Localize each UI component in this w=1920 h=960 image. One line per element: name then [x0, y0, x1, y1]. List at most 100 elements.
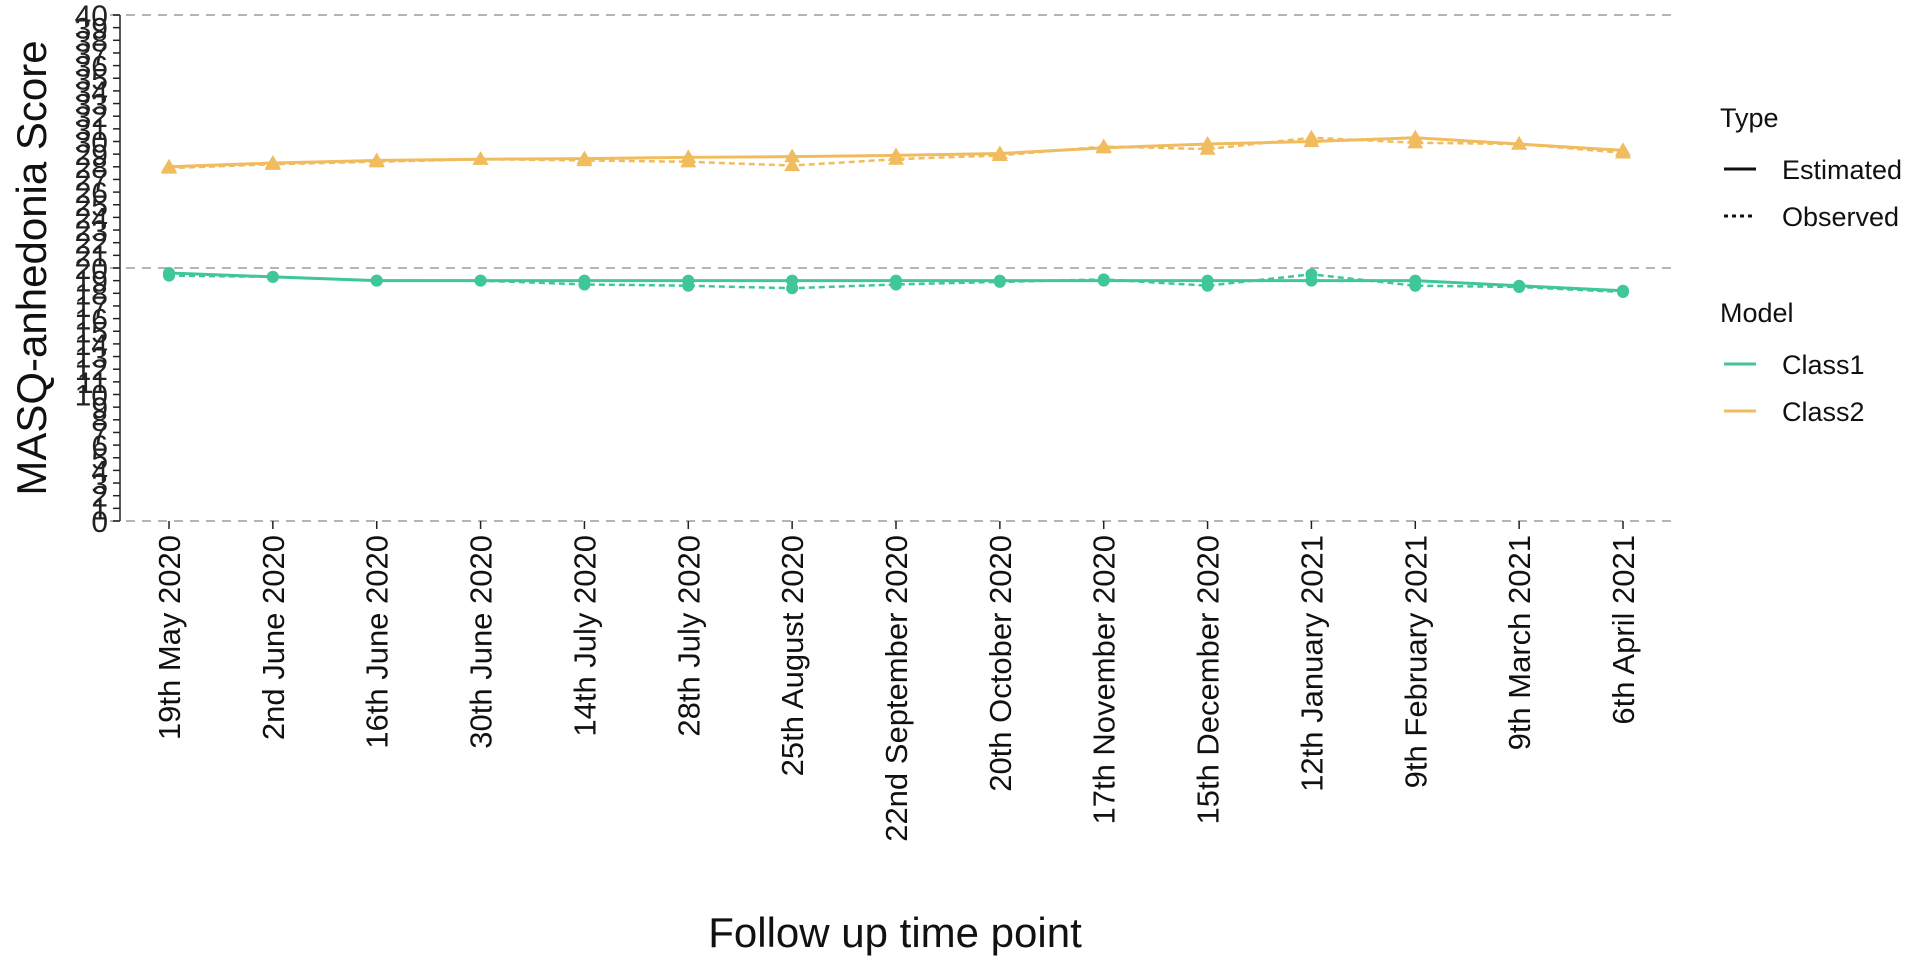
y-tick-label: 17 [75, 291, 108, 324]
data-point [370, 274, 383, 287]
y-tick-label: 9 [91, 392, 108, 425]
data-point [786, 282, 799, 295]
y-tick-label: 13 [75, 342, 108, 375]
y-tick-label: 14 [75, 329, 108, 362]
y-axis-title: MASQ-anhedonia Score [8, 40, 55, 495]
y-tick-label: 4 [91, 455, 108, 488]
data-point [1199, 141, 1216, 155]
y-tick-label: 12 [75, 354, 108, 387]
y-tick-label: 2 [91, 481, 108, 514]
y-tick-label: 20 [75, 253, 108, 286]
y-tick-label: 11 [77, 367, 108, 400]
y-tick-label: 22 [75, 228, 108, 261]
x-tick-label: 14th July 2020 [567, 535, 602, 737]
y-tick-label: 23 [75, 215, 108, 248]
data-point [1305, 268, 1318, 281]
data-point [1511, 136, 1528, 150]
data-point [1615, 144, 1631, 159]
y-tick-label: 33 [75, 89, 108, 122]
legend-class1-label: Class1 [1782, 350, 1865, 380]
data-point [1095, 138, 1112, 153]
y-tick-label: 36 [75, 51, 108, 84]
y-tick-label: 38 [75, 25, 108, 58]
x-tick-label: 6th April 2021 [1606, 535, 1641, 725]
y-tick-label: 39 [75, 13, 108, 46]
data-point [163, 269, 175, 282]
x-tick-label: 9th February 2021 [1398, 535, 1433, 788]
x-tick-label: 25th August 2020 [775, 535, 810, 776]
y-tick-label: 28 [75, 152, 108, 185]
data-point [368, 153, 385, 168]
x-axis-title: Follow up time point [708, 909, 1082, 956]
series-layer [161, 129, 1631, 299]
y-tick-label: 1 [91, 493, 108, 526]
data-point [1617, 286, 1629, 299]
y-tick-label: 8 [91, 405, 108, 438]
legend: Type Estimated Observed Model Class1 Cla… [1720, 103, 1902, 427]
legend-observed-label: Observed [1782, 202, 1899, 232]
y-tick-label: 24 [75, 202, 108, 235]
data-point [890, 278, 902, 291]
legend-model-title: Model [1720, 298, 1794, 328]
y-tick-label: 32 [75, 101, 108, 134]
x-axis: 19th May 2020 2nd June 2020 16th June 2020… [152, 521, 1641, 842]
data-point [888, 151, 904, 165]
y-tick-label: 16 [75, 304, 108, 337]
legend-type-title: Type [1720, 103, 1779, 133]
x-tick-label: 20th October 2020 [983, 535, 1018, 792]
y-tick-label: 35 [75, 63, 108, 96]
legend-estimated-label: Estimated [1782, 155, 1902, 185]
y-tick-label: 25 [75, 190, 108, 223]
x-tick-label: 19th May 2020 [152, 535, 187, 740]
x-tick-label: 28th July 2020 [671, 535, 706, 737]
data-point [1513, 280, 1526, 293]
x-tick-label: 16th June 2020 [360, 535, 395, 749]
series-class2-observed [161, 129, 1631, 174]
y-tick-label: 5 [91, 443, 108, 476]
y-axis: 0123456789101112131415161718192021222324… [75, 0, 121, 539]
data-point [1409, 279, 1422, 292]
data-point [1303, 129, 1320, 144]
y-tick-label: 0 [91, 506, 108, 539]
data-point [576, 152, 593, 167]
data-point [472, 151, 489, 165]
data-point [161, 160, 177, 174]
data-point [784, 148, 801, 163]
series-class1-observed [163, 268, 1629, 299]
y-tick-label: 10 [75, 380, 108, 413]
y-tick-label: 15 [75, 316, 108, 349]
data-point [266, 270, 279, 283]
data-point [991, 147, 1008, 162]
y-tick-label: 27 [75, 164, 108, 197]
y-tick-label: 7 [91, 417, 108, 450]
y-tick-label: 31 [75, 114, 108, 147]
y-tick-label: 30 [75, 127, 108, 160]
y-tick-label: 26 [75, 177, 108, 210]
y-tick-label: 40 [75, 0, 108, 33]
y-tick-label: 19 [75, 266, 108, 299]
x-tick-label: 30th June 2020 [464, 535, 499, 749]
data-point [680, 153, 697, 168]
y-tick-label: 6 [91, 430, 108, 463]
reference-lines [110, 14, 1675, 522]
data-point [1407, 134, 1424, 149]
data-point [784, 157, 801, 172]
data-point [578, 278, 591, 291]
data-point [474, 274, 487, 287]
series-line [168, 136, 1624, 170]
legend-class2-label: Class2 [1782, 397, 1865, 427]
x-tick-label: 15th December 2020 [1191, 535, 1226, 825]
y-tick-label: 34 [75, 76, 108, 109]
x-tick-label: 17th November 2020 [1087, 535, 1122, 825]
data-point [1097, 273, 1110, 286]
y-tick-label: 3 [91, 468, 108, 501]
data-point [682, 279, 695, 292]
x-tick-label: 22nd September 2020 [879, 535, 914, 842]
x-tick-label: 12th January 2021 [1294, 535, 1329, 792]
x-tick-label: 2nd June 2020 [256, 535, 291, 740]
series-line [168, 273, 1624, 294]
x-tick-label: 9th March 2021 [1502, 535, 1537, 750]
data-point [993, 275, 1006, 288]
y-tick-label: 29 [75, 139, 108, 172]
